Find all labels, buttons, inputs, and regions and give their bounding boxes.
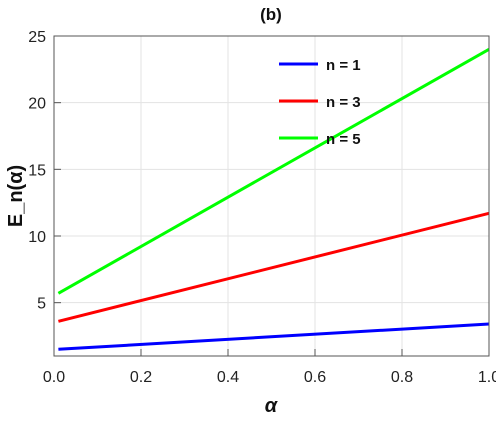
y-tick-label: 25 — [28, 29, 46, 46]
plot-frame — [53, 35, 490, 357]
series-line-3 — [57, 47, 490, 295]
legend: n = 1 n = 3 n = 5 — [279, 57, 361, 148]
axis-ticks: 0.0 0.2 0.4 0.6 0.8 1.0 5 10 15 20 25 — [28, 29, 496, 386]
legend-label-1: n = 1 — [326, 57, 361, 74]
y-tick-label: 10 — [28, 229, 46, 246]
x-tick-label: 0.2 — [130, 369, 152, 386]
series-lines — [57, 47, 490, 351]
x-tick-label: 0.6 — [304, 369, 326, 386]
x-tick-label: 0.4 — [217, 369, 239, 386]
y-axis-title: E_n(α) — [5, 165, 27, 227]
x-tick-label: 1.0 — [478, 369, 496, 386]
legend-label-2: n = 3 — [326, 94, 361, 111]
x-axis-title: α — [265, 395, 279, 417]
x-tick-label: 0.0 — [43, 369, 65, 386]
y-tick-label: 20 — [28, 96, 46, 113]
x-tick-label: 0.8 — [391, 369, 413, 386]
y-tick-label: 15 — [28, 162, 46, 179]
y-tick-label: 5 — [37, 296, 46, 313]
legend-label-3: n = 5 — [326, 131, 361, 148]
gridlines — [53, 35, 490, 356]
series-line-1 — [58, 322, 490, 351]
series-line-2 — [58, 211, 490, 323]
chart-title: (b) — [260, 5, 282, 24]
